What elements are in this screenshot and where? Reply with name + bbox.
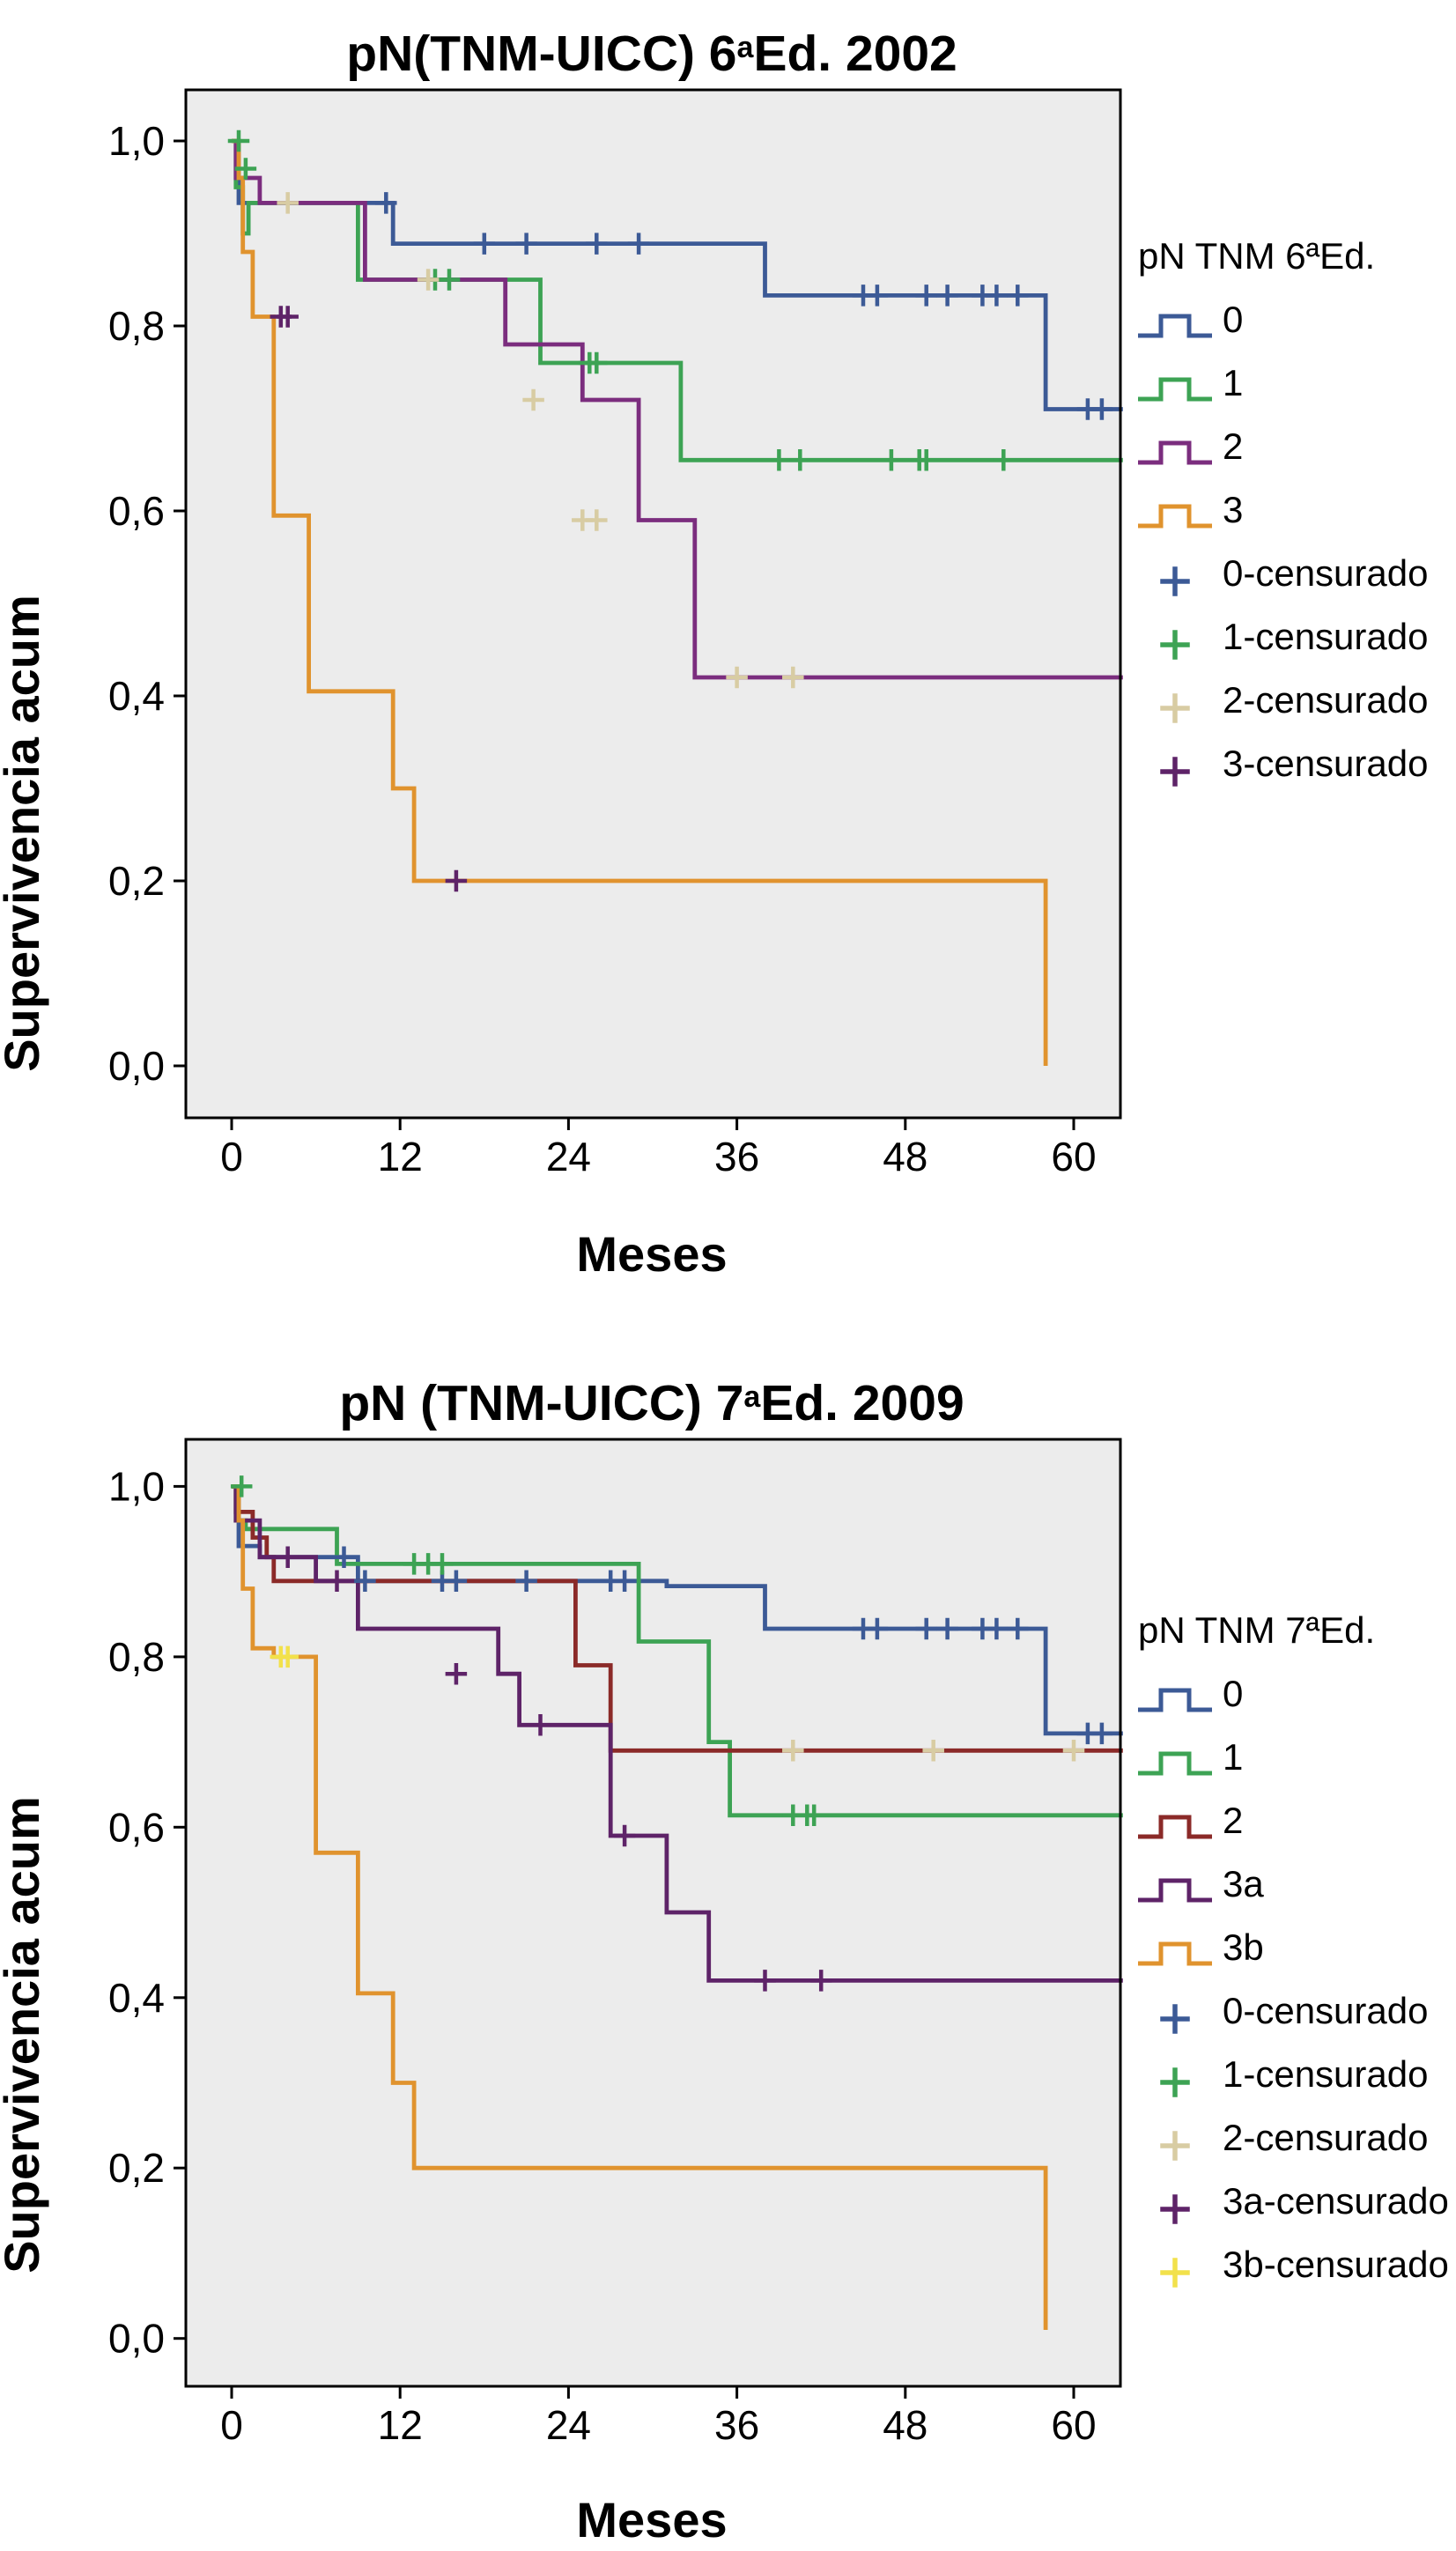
svg-text:2: 2 [1223, 425, 1243, 467]
svg-text:Meses: Meses [576, 2492, 727, 2547]
svg-text:3: 3 [1223, 489, 1243, 530]
svg-text:Supervivencia acum: Supervivencia acum [0, 1796, 49, 2274]
svg-text:2: 2 [1223, 1800, 1243, 1841]
svg-text:0,2: 0,2 [108, 858, 165, 904]
svg-text:0,8: 0,8 [108, 1634, 165, 1680]
svg-text:3-censurado: 3-censurado [1223, 743, 1428, 784]
svg-text:24: 24 [546, 1134, 591, 1179]
svg-text:0-censurado: 0-censurado [1223, 1990, 1428, 2031]
svg-text:pN TNM 7ªEd.: pN TNM 7ªEd. [1138, 1609, 1375, 1651]
svg-text:0: 0 [220, 1134, 243, 1179]
svg-text:Meses: Meses [576, 1226, 727, 1282]
svg-text:3a: 3a [1223, 1863, 1264, 1904]
svg-text:2-censurado: 2-censurado [1223, 2117, 1428, 2158]
svg-text:0,0: 0,0 [108, 2316, 165, 2362]
svg-text:0,8: 0,8 [108, 303, 165, 349]
svg-text:1-censurado: 1-censurado [1223, 2053, 1428, 2095]
svg-text:3b-censurado: 3b-censurado [1223, 2244, 1449, 2285]
svg-text:0: 0 [1223, 1673, 1243, 1714]
svg-text:0: 0 [1223, 299, 1243, 340]
svg-text:0,4: 0,4 [108, 1975, 165, 2021]
svg-text:1: 1 [1223, 362, 1243, 403]
svg-text:0,4: 0,4 [108, 673, 165, 719]
svg-text:0,6: 0,6 [108, 488, 165, 534]
svg-text:Supervivencia acum: Supervivencia acum [0, 595, 49, 1072]
svg-text:12: 12 [378, 1134, 423, 1179]
svg-text:3b: 3b [1223, 1926, 1264, 1968]
svg-text:48: 48 [883, 1134, 928, 1179]
svg-text:48: 48 [883, 2402, 928, 2448]
svg-text:1,0: 1,0 [108, 118, 165, 164]
svg-text:1-censurado: 1-censurado [1223, 616, 1428, 657]
svg-text:0-censurado: 0-censurado [1223, 552, 1428, 594]
svg-text:1: 1 [1223, 1736, 1243, 1778]
svg-text:24: 24 [546, 2402, 591, 2448]
svg-text:36: 36 [714, 1134, 759, 1179]
svg-text:0,0: 0,0 [108, 1043, 165, 1089]
svg-text:60: 60 [1051, 1134, 1096, 1179]
svg-text:2-censurado: 2-censurado [1223, 679, 1428, 721]
svg-text:60: 60 [1051, 2402, 1096, 2448]
svg-text:12: 12 [378, 2402, 423, 2448]
svg-text:pN TNM 6ªEd.: pN TNM 6ªEd. [1138, 235, 1375, 277]
svg-text:3a-censurado: 3a-censurado [1223, 2180, 1449, 2222]
svg-text:0,6: 0,6 [108, 1804, 165, 1850]
svg-text:0: 0 [220, 2402, 243, 2448]
svg-text:pN(TNM-UICC) 6aEd. 2002: pN(TNM-UICC) 6aEd. 2002 [346, 26, 957, 82]
svg-text:pN (TNM-UICC) 7aEd. 2009: pN (TNM-UICC) 7aEd. 2009 [339, 1375, 964, 1431]
svg-text:0,2: 0,2 [108, 2145, 165, 2191]
svg-text:1,0: 1,0 [108, 1463, 165, 1509]
svg-text:36: 36 [714, 2402, 759, 2448]
